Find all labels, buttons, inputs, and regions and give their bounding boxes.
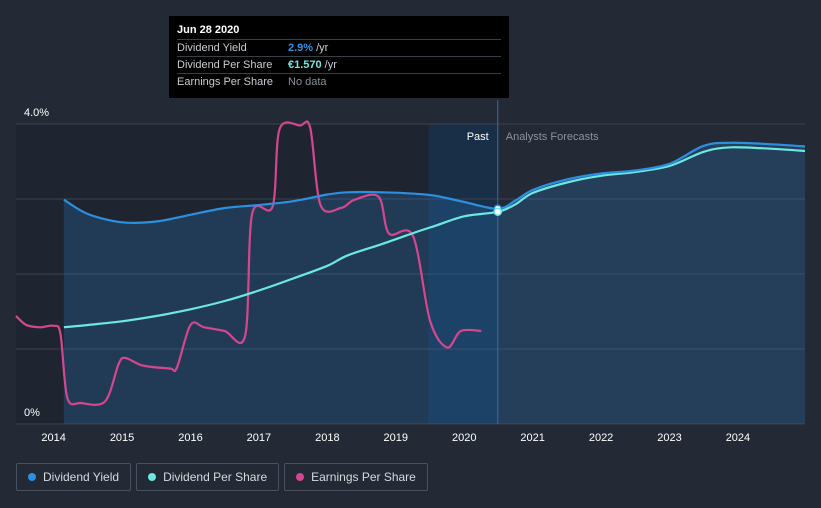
tooltip-unit: /yr	[316, 42, 329, 54]
dividend-per-share-marker	[493, 207, 502, 216]
dividend-per-share-line	[63, 146, 806, 329]
legend-label: Dividend Per Share	[163, 470, 268, 484]
tooltip-row-dividend-yield: Dividend Yield 2.9% /yr	[177, 39, 501, 56]
x-tick-label: 2023	[657, 432, 681, 444]
y-tick-label: 0%	[24, 407, 40, 419]
x-tick-label: 2015	[110, 432, 134, 444]
y-tick-label: 4.0%	[24, 107, 49, 119]
dividend-yield-dot-icon	[28, 473, 36, 481]
tooltip-value: 2.9%	[288, 42, 314, 54]
legend-item-earnings-per-share[interactable]: Earnings Per Share	[284, 463, 428, 491]
legend-item-dividend-per-share[interactable]: Dividend Per Share	[136, 463, 280, 491]
x-tick-label: 2016	[178, 432, 202, 444]
x-tick-label: 2017	[247, 432, 271, 444]
earnings-per-share-line	[15, 120, 482, 406]
tooltip-row-dividend-per-share: Dividend Per Share €1.570 /yr	[177, 56, 501, 73]
tooltip-unit: /yr	[324, 59, 337, 71]
tooltip-value: No data	[288, 76, 327, 88]
dividend-yield-line	[63, 141, 806, 224]
dividend-per-share-dot-icon	[148, 473, 157, 481]
x-tick-label: 2021	[520, 432, 544, 444]
legend: Dividend Yield Dividend Per Share Earnin…	[16, 463, 428, 491]
x-tick-label: 2022	[589, 432, 613, 444]
x-tick-label: 2018	[315, 432, 339, 444]
tooltip: Jun 28 2020 Dividend Yield 2.9% /yr Divi…	[169, 16, 509, 98]
x-tick-label: 2014	[41, 432, 65, 444]
earnings-per-share-dot-icon	[296, 473, 305, 481]
x-tick-label: 2019	[384, 432, 408, 444]
legend-item-dividend-yield[interactable]: Dividend Yield	[16, 463, 132, 491]
tooltip-date: Jun 28 2020	[177, 24, 240, 36]
x-tick-label: 2024	[726, 432, 750, 444]
tooltip-label: Earnings Per Share	[177, 76, 273, 88]
legend-label: Earnings Per Share	[311, 470, 416, 484]
dividend-yield-area	[63, 142, 805, 425]
past-label: Past	[467, 131, 489, 143]
tooltip-label: Dividend Yield	[177, 42, 247, 54]
tooltip-row-earnings-per-share: Earnings Per Share No data	[177, 73, 501, 90]
x-tick-label: 2020	[452, 432, 476, 444]
tooltip-label: Dividend Per Share	[177, 59, 273, 71]
tooltip-value: €1.570	[288, 59, 322, 71]
analysts-forecasts-label: Analysts Forecasts	[506, 131, 599, 143]
legend-label: Dividend Yield	[43, 470, 120, 484]
